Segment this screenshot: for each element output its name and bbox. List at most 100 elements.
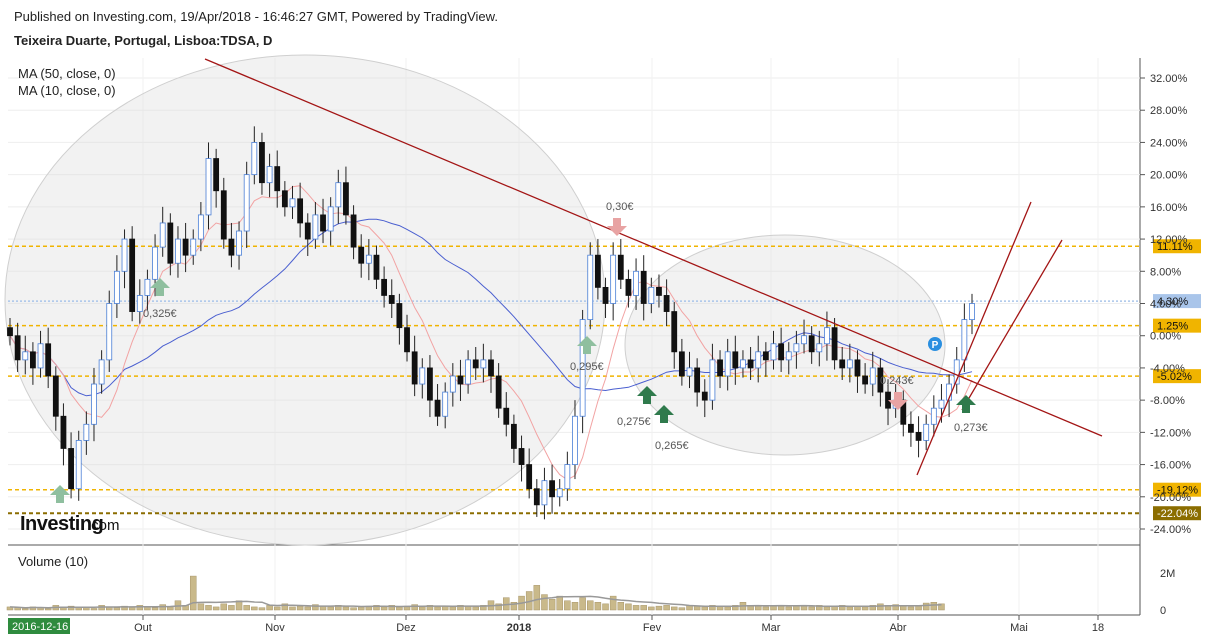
level-badge <box>1153 506 1201 521</box>
volume-bar <box>304 606 312 611</box>
candle <box>480 359 487 369</box>
volume-bar <box>251 606 258 611</box>
candle <box>68 448 74 490</box>
candle <box>686 367 693 377</box>
candle <box>14 335 21 361</box>
candle <box>915 431 922 441</box>
candle <box>259 142 265 184</box>
candle <box>358 246 365 264</box>
candle <box>113 270 120 304</box>
price-annotation: 0,325€ <box>143 308 177 320</box>
volume-bar <box>380 606 388 611</box>
buy-arrow-icon <box>577 336 597 354</box>
candle <box>396 303 403 329</box>
candle <box>465 359 471 385</box>
volume-bar <box>228 605 235 611</box>
candle <box>709 359 716 401</box>
level-label: 11.11% <box>1157 241 1193 253</box>
candle <box>869 367 876 385</box>
volume-bar <box>701 606 709 611</box>
volume-bar <box>922 602 930 611</box>
volume-bar <box>609 595 617 611</box>
candle <box>488 359 494 377</box>
candle <box>511 423 517 449</box>
volume-bar <box>350 607 357 611</box>
candle <box>419 367 426 385</box>
volume-bar <box>281 603 289 611</box>
x-tick-label: Mar <box>762 622 781 634</box>
volume-bar <box>449 606 457 611</box>
range-ellipse-1 <box>4 54 606 546</box>
volume-tick-label: 2M <box>1160 568 1175 580</box>
x-start-label: 2016-12-16 <box>12 621 68 633</box>
volume-bar <box>571 602 579 611</box>
published-line: Published on Investing.com, 19/Apr/2018 … <box>14 9 498 24</box>
price-annotation: 0,30€ <box>606 201 634 213</box>
volume-bar <box>541 594 548 611</box>
volume-bar <box>907 606 915 611</box>
candle <box>839 359 846 369</box>
candle <box>45 343 52 377</box>
buy-arrow-icon <box>956 395 976 413</box>
candle <box>969 303 975 321</box>
candle <box>197 214 204 240</box>
volume-bar <box>258 607 266 611</box>
volume-bar <box>938 603 945 611</box>
volume-bar <box>670 606 678 611</box>
volume-bar <box>732 605 739 611</box>
p-marker-icon[interactable] <box>928 337 942 351</box>
volume-bar <box>640 605 647 611</box>
candle <box>129 238 136 312</box>
candle <box>648 286 655 304</box>
candle <box>411 351 418 385</box>
candle <box>75 440 82 490</box>
level-badge <box>1153 239 1201 254</box>
candle <box>663 295 670 312</box>
y-tick-label: -16.00% <box>1150 460 1191 472</box>
price-annotation: 0,295€ <box>570 361 604 373</box>
candle <box>594 254 601 288</box>
candle <box>350 214 357 248</box>
channel-lower-line <box>961 239 1063 411</box>
candle <box>457 375 464 385</box>
volume-bar <box>266 605 273 611</box>
candle <box>556 488 563 498</box>
y-tick-label: 20.00% <box>1150 170 1188 182</box>
candle <box>495 375 502 409</box>
candle <box>381 278 388 296</box>
volume-bar <box>388 605 395 611</box>
volume-tick-label: 0 <box>1160 605 1166 617</box>
candle <box>136 295 143 312</box>
candle <box>640 270 647 304</box>
volume-bar <box>556 595 563 611</box>
candle <box>7 327 13 337</box>
volume-bar <box>396 606 403 611</box>
volume-bar <box>648 606 655 611</box>
candle <box>785 351 792 361</box>
price-annotation: 0,243€ <box>880 375 914 387</box>
candle <box>518 448 525 465</box>
candle <box>159 222 166 248</box>
y-tick-label: 28.00% <box>1150 105 1188 117</box>
candle <box>930 407 937 425</box>
volume-bar <box>846 606 854 611</box>
candle <box>793 343 800 353</box>
candle <box>404 327 410 353</box>
candle <box>236 230 242 256</box>
volume-bar <box>777 605 785 611</box>
volume-bar <box>510 602 518 611</box>
x-tick-label: Dez <box>396 622 416 634</box>
buy-arrow-icon <box>150 278 170 296</box>
candle <box>678 351 685 377</box>
candle <box>854 359 861 377</box>
candle <box>625 278 632 296</box>
level-label: 1.25% <box>1157 321 1188 333</box>
y-tick-label: -8.00% <box>1150 395 1185 407</box>
candle <box>251 142 258 176</box>
volume-bar <box>220 603 228 611</box>
volume-bar <box>564 600 571 611</box>
candle <box>91 383 97 425</box>
candle <box>533 488 540 506</box>
y-tick-label: -12.00% <box>1150 427 1191 439</box>
